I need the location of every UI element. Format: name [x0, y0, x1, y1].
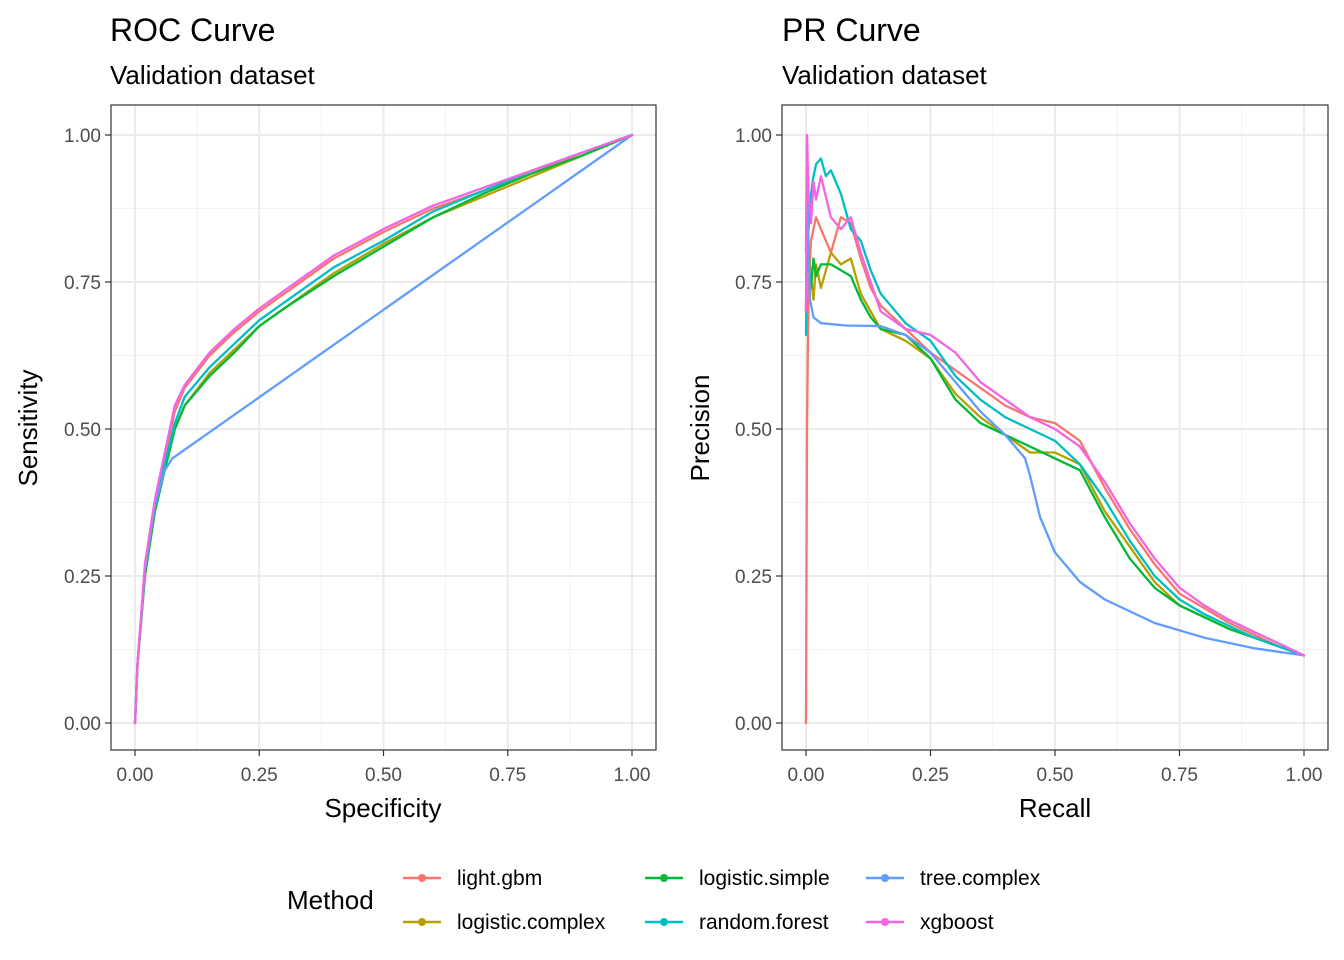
y-tick-label: 1.00 — [735, 126, 772, 147]
legend-key-point — [881, 918, 889, 926]
legend-key-point — [660, 874, 668, 882]
legend-items: light.gbm logistic.complex logistic.simple… — [403, 867, 1041, 934]
legend-key-point — [660, 918, 668, 926]
y-tick-label: 1.00 — [64, 126, 101, 147]
roc-y-label: Sensitivity — [13, 369, 43, 486]
pr-series — [804, 133, 1306, 725]
roc-y-axis: 0.00 0.25 0.50 0.75 1.00 — [64, 126, 111, 735]
pr-x-axis: 0.00 0.25 0.50 0.75 1.00 — [788, 750, 1323, 786]
legend-item-random-forest: random.forest — [645, 911, 829, 934]
legend-key-point — [418, 874, 426, 882]
roc-line-xgboost — [133, 133, 634, 725]
pr-line-random-forest — [804, 157, 1306, 657]
legend-item-tree-complex: tree.complex — [866, 867, 1041, 890]
x-tick-label: 0.00 — [788, 765, 825, 786]
roc-x-label: Specificity — [324, 793, 441, 823]
y-tick-label: 0.25 — [735, 567, 772, 588]
pr-title: PR Curve — [782, 12, 921, 48]
y-tick-label: 0.25 — [64, 567, 101, 588]
legend: Method light.gbm logistic.complex logistic… — [287, 867, 1041, 934]
legend-label: xgboost — [920, 911, 994, 934]
pr-line-light-gbm — [804, 216, 1306, 725]
legend-item-light-gbm: light.gbm — [403, 867, 542, 890]
pr-line-tree-complex — [804, 133, 1306, 657]
legend-key-point — [881, 874, 889, 882]
legend-label: tree.complex — [920, 867, 1041, 890]
legend-item-logistic-complex: logistic.complex — [403, 911, 606, 934]
roc-gridlines — [111, 105, 656, 750]
y-tick-label: 0.00 — [735, 714, 772, 735]
y-tick-label: 0.75 — [735, 273, 772, 294]
legend-label: logistic.complex — [457, 911, 606, 934]
legend-title: Method — [287, 885, 374, 915]
roc-series — [133, 133, 634, 725]
roc-x-axis: 0.00 0.25 0.50 0.75 1.00 — [117, 750, 651, 786]
legend-item-logistic-simple: logistic.simple — [645, 867, 830, 890]
pr-line-logistic-simple — [804, 227, 1306, 657]
x-tick-label: 1.00 — [614, 765, 651, 786]
legend-label: logistic.simple — [699, 867, 830, 890]
x-tick-label: 0.75 — [489, 765, 526, 786]
y-tick-label: 0.00 — [64, 714, 101, 735]
x-tick-label: 0.50 — [1037, 765, 1074, 786]
pr-panel: PR Curve Validation dataset 0.00 0.25 0.50… — [685, 12, 1329, 823]
x-tick-label: 0.50 — [365, 765, 402, 786]
x-tick-label: 0.75 — [1161, 765, 1198, 786]
x-tick-label: 1.00 — [1286, 765, 1323, 786]
roc-title: ROC Curve — [110, 12, 275, 48]
y-tick-label: 0.75 — [64, 273, 101, 294]
legend-item-xgboost: xgboost — [866, 911, 994, 934]
pr-y-axis: 0.00 0.25 0.50 0.75 1.00 — [735, 126, 782, 735]
pr-y-label: Precision — [685, 375, 715, 482]
x-tick-label: 0.00 — [117, 765, 154, 786]
pr-subtitle: Validation dataset — [782, 60, 988, 90]
y-tick-label: 0.50 — [735, 420, 772, 441]
roc-panel: ROC Curve Validation dataset 0.00 0.25 0.5… — [13, 12, 657, 823]
pr-x-label: Recall — [1019, 793, 1091, 823]
legend-label: random.forest — [699, 911, 829, 934]
y-tick-label: 0.50 — [64, 420, 101, 441]
pr-line-xgboost — [804, 133, 1306, 657]
roc-subtitle: Validation dataset — [110, 60, 316, 90]
x-tick-label: 0.25 — [241, 765, 278, 786]
x-tick-label: 0.25 — [912, 765, 949, 786]
legend-label: light.gbm — [457, 867, 542, 890]
legend-key-point — [418, 918, 426, 926]
